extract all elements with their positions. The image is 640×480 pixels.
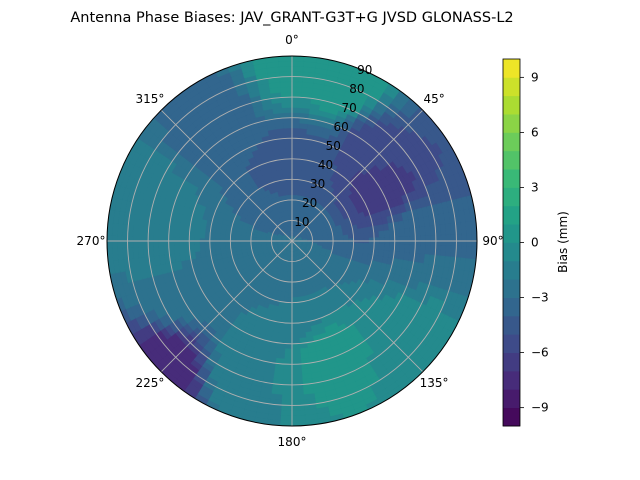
colorbar-level	[503, 370, 520, 390]
colorbar-tick-label: −6	[531, 346, 549, 360]
azimuth-tick-label: 0°	[285, 33, 299, 47]
azimuth-gridline	[160, 109, 293, 242]
colorbar-level	[503, 260, 520, 280]
radial-tick-label: 90	[357, 63, 372, 77]
contour-cell	[277, 56, 294, 62]
colorbar-level	[503, 187, 520, 207]
colorbar-level	[503, 242, 520, 262]
polar-frame	[106, 55, 478, 427]
colorbar-tick-label: 9	[531, 70, 539, 84]
contour-field	[107, 56, 477, 426]
radial-tick-label: 70	[341, 101, 356, 115]
colorbar-level	[503, 279, 520, 298]
azimuth-tick-label: 270°	[77, 234, 106, 248]
colorbar-level	[503, 59, 520, 78]
radial-tick-label: 80	[349, 82, 364, 96]
radial-tick-label: 10	[294, 215, 309, 229]
azimuth-tick-label: 180°	[278, 435, 307, 449]
colorbar-tick-label: 0	[531, 236, 539, 250]
azimuth-tick-label: 90°	[482, 234, 503, 248]
colorbar-label: Bias (mm)	[556, 211, 570, 273]
polar-grid	[107, 56, 477, 426]
colorbar-level	[503, 352, 520, 372]
colorbar-tick-label: 3	[531, 180, 539, 194]
colorbar-tick-label: 6	[531, 125, 539, 139]
azimuth-tick-label: 45°	[423, 92, 444, 106]
colorbar-level	[503, 114, 520, 133]
colorbar-tick-label: −3	[531, 291, 549, 305]
azimuth-tick-label: 315°	[135, 92, 164, 106]
azimuth-tick-labels: 0° 45° 90° 135° 180° 225° 270° 315°	[77, 33, 504, 449]
radial-tick-label: 50	[326, 139, 341, 153]
azimuth-gridline	[291, 240, 424, 373]
colorbar-level	[503, 334, 520, 353]
azimuth-tick-label: 225°	[135, 376, 164, 390]
radial-tick-label: 20	[302, 196, 317, 210]
colorbar-level	[503, 389, 520, 409]
contour-cell	[290, 420, 307, 426]
colorbar-level	[503, 132, 520, 152]
colorbar-level	[503, 95, 520, 115]
colorbar-level	[503, 407, 520, 427]
radial-tick-labels: 10 20 30 40 50 60 70 80 90	[294, 63, 372, 229]
colorbar-level	[503, 77, 520, 97]
contour-cell	[277, 420, 294, 426]
colorbar-level	[503, 297, 520, 317]
azimuth-gridline	[291, 109, 424, 242]
colorbar: −9 −6 −3 0 3 6 9	[502, 58, 549, 427]
radial-tick-label: 30	[310, 177, 325, 191]
radial-tick-label: 60	[334, 120, 349, 134]
chart-title: Antenna Phase Biases: JAV_GRANT-G3T+G JV…	[70, 10, 513, 26]
colorbar-level	[503, 315, 520, 335]
colorbar-level	[503, 150, 520, 170]
colorbar-level	[503, 205, 520, 225]
radial-tick-label: 40	[318, 158, 333, 172]
colorbar-level	[503, 224, 520, 243]
azimuth-tick-label: 135°	[420, 376, 449, 390]
colorbar-level	[503, 169, 520, 188]
colorbar-tick-label: −9	[531, 401, 549, 415]
azimuth-gridline	[160, 240, 293, 373]
